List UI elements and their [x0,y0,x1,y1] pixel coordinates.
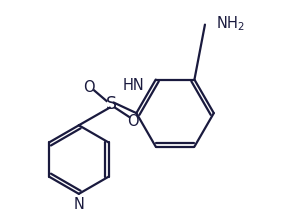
Text: N: N [74,196,84,211]
Text: O: O [83,80,95,95]
Text: NH$_2$: NH$_2$ [216,14,245,33]
Text: S: S [106,95,116,113]
Text: O: O [127,114,139,129]
Text: HN: HN [122,78,144,93]
